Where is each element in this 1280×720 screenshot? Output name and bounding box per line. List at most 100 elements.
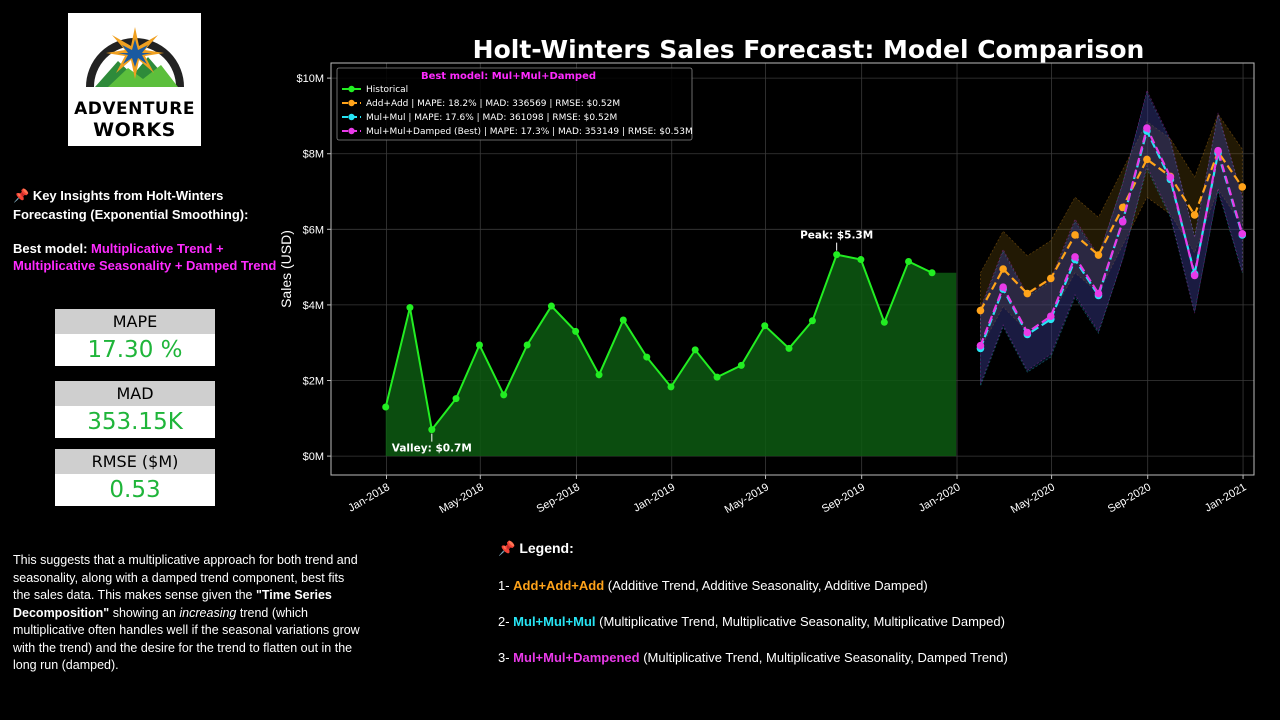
historical-point: [691, 346, 699, 354]
historical-point: [572, 327, 580, 335]
summary-bold: "Time Series Decomposition": [13, 588, 332, 620]
logo-line2: WORKS: [93, 119, 176, 141]
historical-point: [523, 341, 531, 349]
historical-point: [382, 403, 390, 411]
historical-point: [761, 322, 769, 330]
confidence-band: [980, 89, 1243, 384]
pushpin-icon: 📌: [498, 540, 516, 556]
legend-entry: Add+Add | MAPE: 18.2% | MAD: 336569 | RM…: [366, 99, 620, 109]
historical-point: [833, 251, 841, 259]
annotation-valley: Valley: $0.7M: [392, 443, 472, 455]
legend-item-desc: (Additive Trend, Additive Seasonality, A…: [604, 578, 928, 593]
forecast-point: [1143, 124, 1151, 132]
historical-point: [928, 269, 936, 277]
historical-area: [385, 254, 957, 457]
chart-title: Holt-Winters Sales Forecast: Model Compa…: [473, 35, 1145, 64]
pushpin-icon: 📌: [13, 188, 30, 203]
annotation-peak: Peak: $5.3M: [800, 230, 873, 242]
forecast-point: [1238, 183, 1247, 191]
mad-label: MAD: [55, 381, 215, 406]
historical-point: [475, 341, 483, 349]
legend-swatch-marker: [348, 127, 355, 135]
mad-card: MAD 353.15K: [55, 381, 215, 438]
y-tick-label: $8M: [303, 149, 324, 161]
historical-point: [643, 353, 651, 361]
forecast-point: [1143, 155, 1151, 164]
historical-point: [452, 395, 460, 403]
legend-heading: 📌 Legend:: [498, 540, 574, 557]
legend-swatch-marker: [348, 85, 355, 93]
x-tick-label: Sep-2020: [1106, 481, 1153, 515]
legend-swatch-marker: [348, 113, 355, 121]
forecast-point: [1094, 289, 1103, 298]
forecast-point: [1023, 328, 1032, 337]
historical-point: [428, 426, 436, 434]
historical-point: [785, 344, 793, 352]
legend-item-mul: 2- Mul+Mul+Mul (Multiplicative Trend, Mu…: [498, 614, 1005, 629]
y-tick-label: $6M: [303, 224, 324, 236]
historical-point: [595, 371, 603, 379]
summary-part3: trend (which multiplicative often handle…: [13, 605, 360, 673]
forecast-point: [1190, 271, 1199, 280]
summary-italic: increasing: [179, 605, 237, 620]
mape-card: MAPE 17.30 %: [55, 309, 215, 366]
legend-entry: Mul+Mul+Damped (Best) | MAPE: 17.3% | MA…: [366, 127, 693, 137]
y-tick-label: $2M: [303, 376, 324, 388]
historical-point: [737, 361, 745, 369]
x-tick-label: Sep-2019: [820, 481, 867, 515]
legend-item-number: 1-: [498, 578, 514, 593]
historical-point: [619, 316, 627, 324]
x-tick-label: May-2020: [1009, 481, 1057, 516]
mape-label: MAPE: [55, 309, 215, 334]
x-tick-label: May-2019: [723, 481, 771, 516]
forecast-point: [1071, 231, 1079, 239]
rmse-label: RMSE ($M): [55, 449, 215, 474]
forecast-point: [976, 341, 985, 350]
legend-item-name: Mul+Mul+Mul: [513, 614, 596, 629]
best-model-text: Best model: Multiplicative Trend + Multi…: [13, 240, 283, 274]
legend-item-name: Mul+Mul+Dampened: [513, 650, 640, 665]
y-axis-label: Sales (USD): [278, 230, 294, 308]
mad-value: 353.15K: [55, 406, 215, 438]
forecast-point: [1118, 203, 1127, 212]
legend-item-desc: (Multiplicative Trend, Multiplicative Se…: [639, 650, 1008, 665]
forecast-point: [1238, 230, 1247, 238]
legend-title: Legend:: [519, 540, 574, 556]
historical-point: [880, 318, 888, 326]
forecast-line: [979, 124, 1244, 347]
rmse-value: 0.53: [55, 474, 215, 506]
forecast-chart: Holt-Winters Sales Forecast: Model Compa…: [278, 35, 1255, 516]
forecast-point: [999, 265, 1007, 273]
historical-point: [857, 256, 865, 264]
historical-point: [547, 302, 555, 310]
legend-item-number: 3-: [498, 650, 514, 665]
forecast-line: [979, 149, 1244, 312]
x-tick-label: Jan-2018: [346, 481, 392, 514]
historical-point: [808, 317, 816, 325]
y-tick-label: $4M: [303, 300, 324, 312]
legend-swatch-marker: [348, 99, 355, 107]
insights-title: Key Insights from Holt-Winters Forecasti…: [13, 188, 249, 222]
logo-emblem-icon: [86, 27, 184, 88]
chart-legend-box: [336, 67, 693, 141]
summary-text: This suggests that a multiplicative appr…: [13, 552, 363, 675]
plot-frame: [330, 62, 1255, 476]
best-model-value: Multiplicative Trend + Multiplicative Se…: [13, 241, 277, 273]
x-tick-label: Jan-2019: [632, 481, 678, 514]
forecast-point: [976, 306, 985, 315]
legend-item-damped: 3- Mul+Mul+Dampened (Multiplicative Tren…: [498, 650, 1008, 665]
legend-entry: Mul+Mul | MAPE: 17.6% | MAD: 361098 | RM…: [366, 113, 617, 123]
forecast-point: [1094, 251, 1103, 259]
x-tick-label: Jan-2021: [1203, 481, 1249, 514]
forecast-point: [1046, 274, 1055, 283]
y-tick-label: $10M: [296, 73, 324, 85]
legend-item-add: 1- Add+Add+Add (Additive Trend, Additive…: [498, 578, 928, 593]
mape-value: 17.30 %: [55, 334, 215, 366]
summary-part2: showing an: [109, 605, 180, 620]
forecast-point: [1190, 211, 1199, 219]
y-tick-label: $0M: [303, 451, 324, 463]
x-tick-label: Jan-2020: [917, 481, 963, 514]
summary-part1: This suggests that a multiplicative appr…: [13, 553, 358, 602]
legend-title: Best model: Mul+Mul+Damped: [421, 71, 596, 82]
logo-line1: ADVENTURE: [74, 99, 195, 119]
